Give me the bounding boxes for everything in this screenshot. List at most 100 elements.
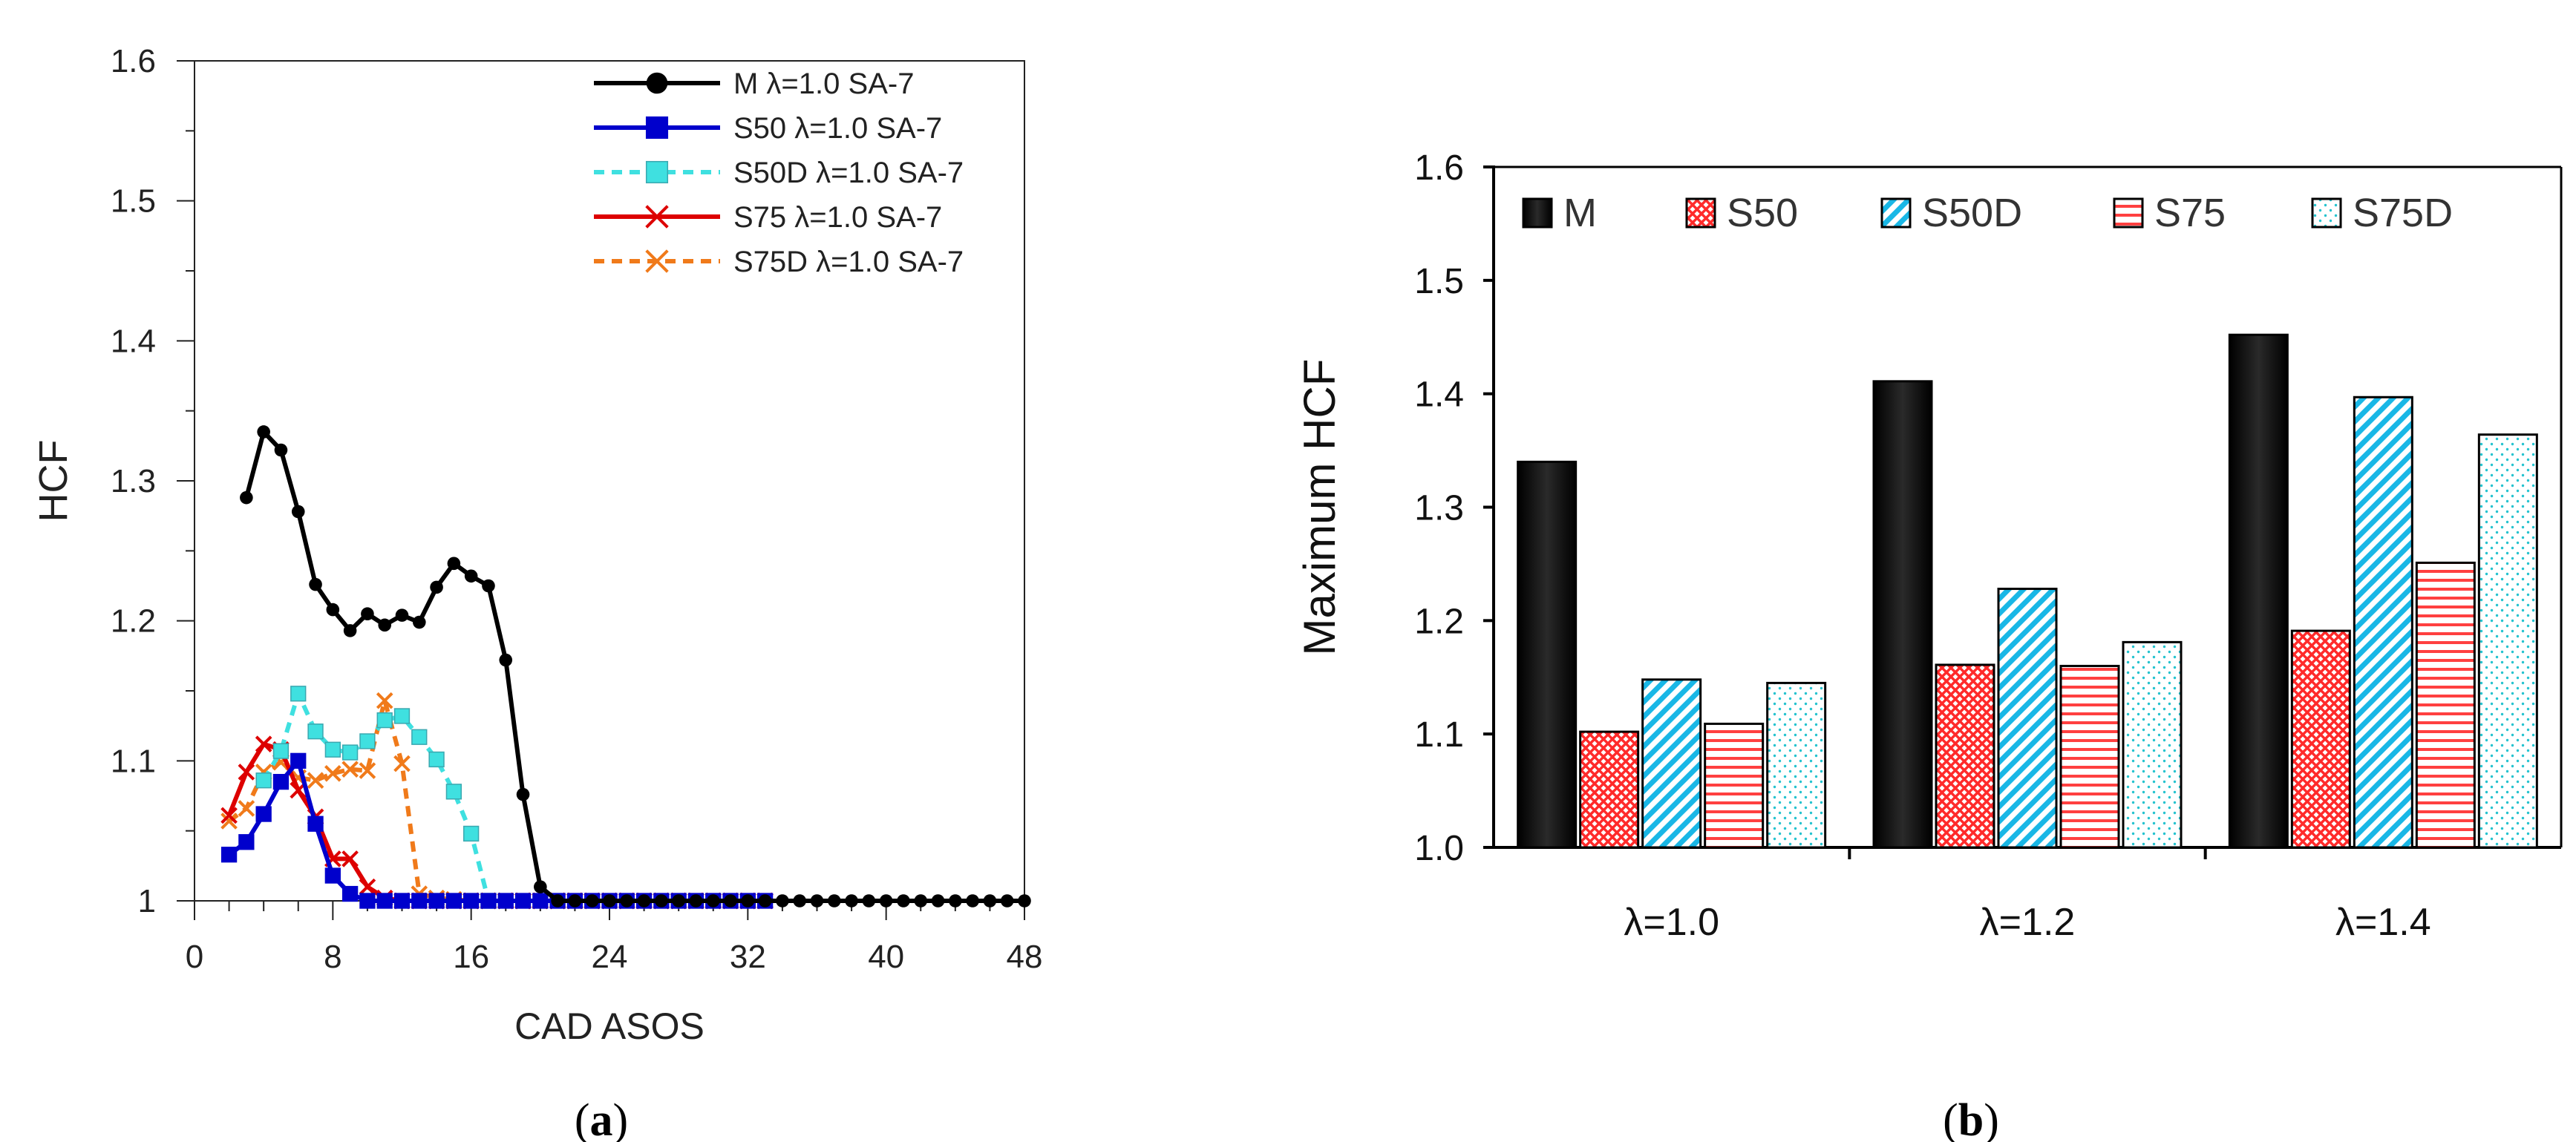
legend: M S50 S50D S75 S75D <box>1522 191 2453 235</box>
data-point <box>534 880 547 893</box>
y-tick-label: 1.1 <box>1414 715 1464 755</box>
data-point <box>341 850 359 867</box>
legend: M λ=1.0 SA-7 S50 λ=1.0 SA-7 S50D λ=1.0 SA-… <box>594 68 964 278</box>
bar-s75d <box>2122 640 2183 849</box>
data-point <box>949 894 962 908</box>
y-axis-label: HCF <box>31 440 76 522</box>
data-point <box>220 807 238 824</box>
legend-swatch <box>1880 197 1912 229</box>
bar-s75 <box>2415 561 2476 849</box>
legend-swatch <box>2113 197 2144 229</box>
data-point <box>620 894 634 908</box>
x-axis-label: CAD ASOS <box>514 1005 705 1047</box>
bar-s50d <box>1997 588 2058 849</box>
bar-s75 <box>2059 664 2120 849</box>
data-point <box>393 708 411 724</box>
data-point <box>324 741 341 758</box>
bar-s75d <box>2477 433 2538 849</box>
legend-label: S50D <box>1922 191 2022 235</box>
data-point <box>255 735 272 753</box>
data-point <box>879 894 893 908</box>
data-point <box>1018 894 1031 908</box>
data-point <box>411 893 428 909</box>
data-point <box>463 825 480 842</box>
y-tick-label: 1.3 <box>1414 489 1464 528</box>
data-point <box>793 894 807 908</box>
data-point <box>603 894 616 908</box>
bar-chart-panel: 1.0 1.1 1.2 1.3 1.4 1.5 1.6 Maximum HCF λ=1.0 λ=1… <box>1295 148 2563 944</box>
series-s50d <box>255 686 497 909</box>
data-point <box>378 618 392 632</box>
data-point <box>463 893 480 909</box>
data-point <box>341 761 359 778</box>
data-point <box>272 773 290 790</box>
data-point <box>359 878 376 896</box>
y-tick-label: 1.0 <box>1414 829 1464 868</box>
data-point <box>646 72 668 94</box>
data-point <box>447 557 461 571</box>
data-point <box>827 894 841 908</box>
data-point <box>376 692 393 709</box>
series-line <box>243 430 1024 903</box>
data-point <box>255 806 272 822</box>
y-tick-label: 1.3 <box>111 463 156 499</box>
data-point <box>482 579 495 593</box>
data-point <box>290 752 307 769</box>
data-point <box>255 772 272 789</box>
data-point <box>376 712 393 729</box>
x-tick-label: 16 <box>453 939 489 975</box>
data-point <box>272 743 290 759</box>
panel-b-letter: b <box>1958 1095 1984 1142</box>
data-point <box>341 885 359 902</box>
bar-s50d <box>2353 396 2413 849</box>
y-tick-label: 1.6 <box>1414 148 1464 188</box>
line-chart-panel: 0 8 16 24 32 40 48 1 1.1 1.2 1.3 1.4 1.5 1.6 CAD ASOS H… <box>31 43 1042 1047</box>
data-point <box>480 893 497 909</box>
data-point <box>393 893 411 909</box>
data-point <box>343 624 357 637</box>
data-point <box>257 425 270 439</box>
data-point <box>274 443 288 457</box>
y-tick-label: 1.6 <box>111 43 156 79</box>
bar-s50 <box>1935 663 1995 849</box>
data-point <box>966 894 979 908</box>
data-point <box>497 893 514 909</box>
data-point <box>706 894 720 908</box>
y-tick-label: 1.4 <box>111 323 156 359</box>
data-point <box>645 160 669 184</box>
data-point <box>428 751 445 768</box>
data-point <box>307 816 324 832</box>
data-point <box>862 894 876 908</box>
legend-label: S50 <box>1727 191 1798 235</box>
data-point <box>359 893 376 909</box>
panel-b-caption: (b) <box>1943 1095 1999 1142</box>
x-tick-label: 0 <box>186 939 203 975</box>
data-point <box>240 490 253 505</box>
legend-label: S50D λ=1.0 SA-7 <box>733 157 964 189</box>
data-point <box>532 893 549 909</box>
data-point <box>776 894 789 908</box>
series-s75d <box>220 692 583 910</box>
data-point <box>290 686 307 702</box>
data-point <box>645 116 669 140</box>
data-point <box>359 733 376 749</box>
data-point <box>309 577 322 591</box>
data-point <box>341 744 359 761</box>
legend-label: S50 λ=1.0 SA-7 <box>733 112 942 145</box>
data-point <box>428 893 445 909</box>
data-point <box>326 603 340 617</box>
data-point <box>645 249 669 273</box>
x-tick-label: 40 <box>868 939 904 975</box>
bar-s75 <box>1704 722 1765 849</box>
data-point <box>1000 894 1014 908</box>
data-point <box>741 894 755 908</box>
x-tick-label: 24 <box>592 939 628 975</box>
data-point <box>637 894 651 908</box>
y-tick-label: 1.1 <box>111 743 156 779</box>
data-point <box>376 893 393 909</box>
data-point <box>516 787 530 801</box>
x-tick-label: 32 <box>730 939 766 975</box>
data-point <box>810 894 824 908</box>
legend-label: M λ=1.0 SA-7 <box>733 68 914 100</box>
